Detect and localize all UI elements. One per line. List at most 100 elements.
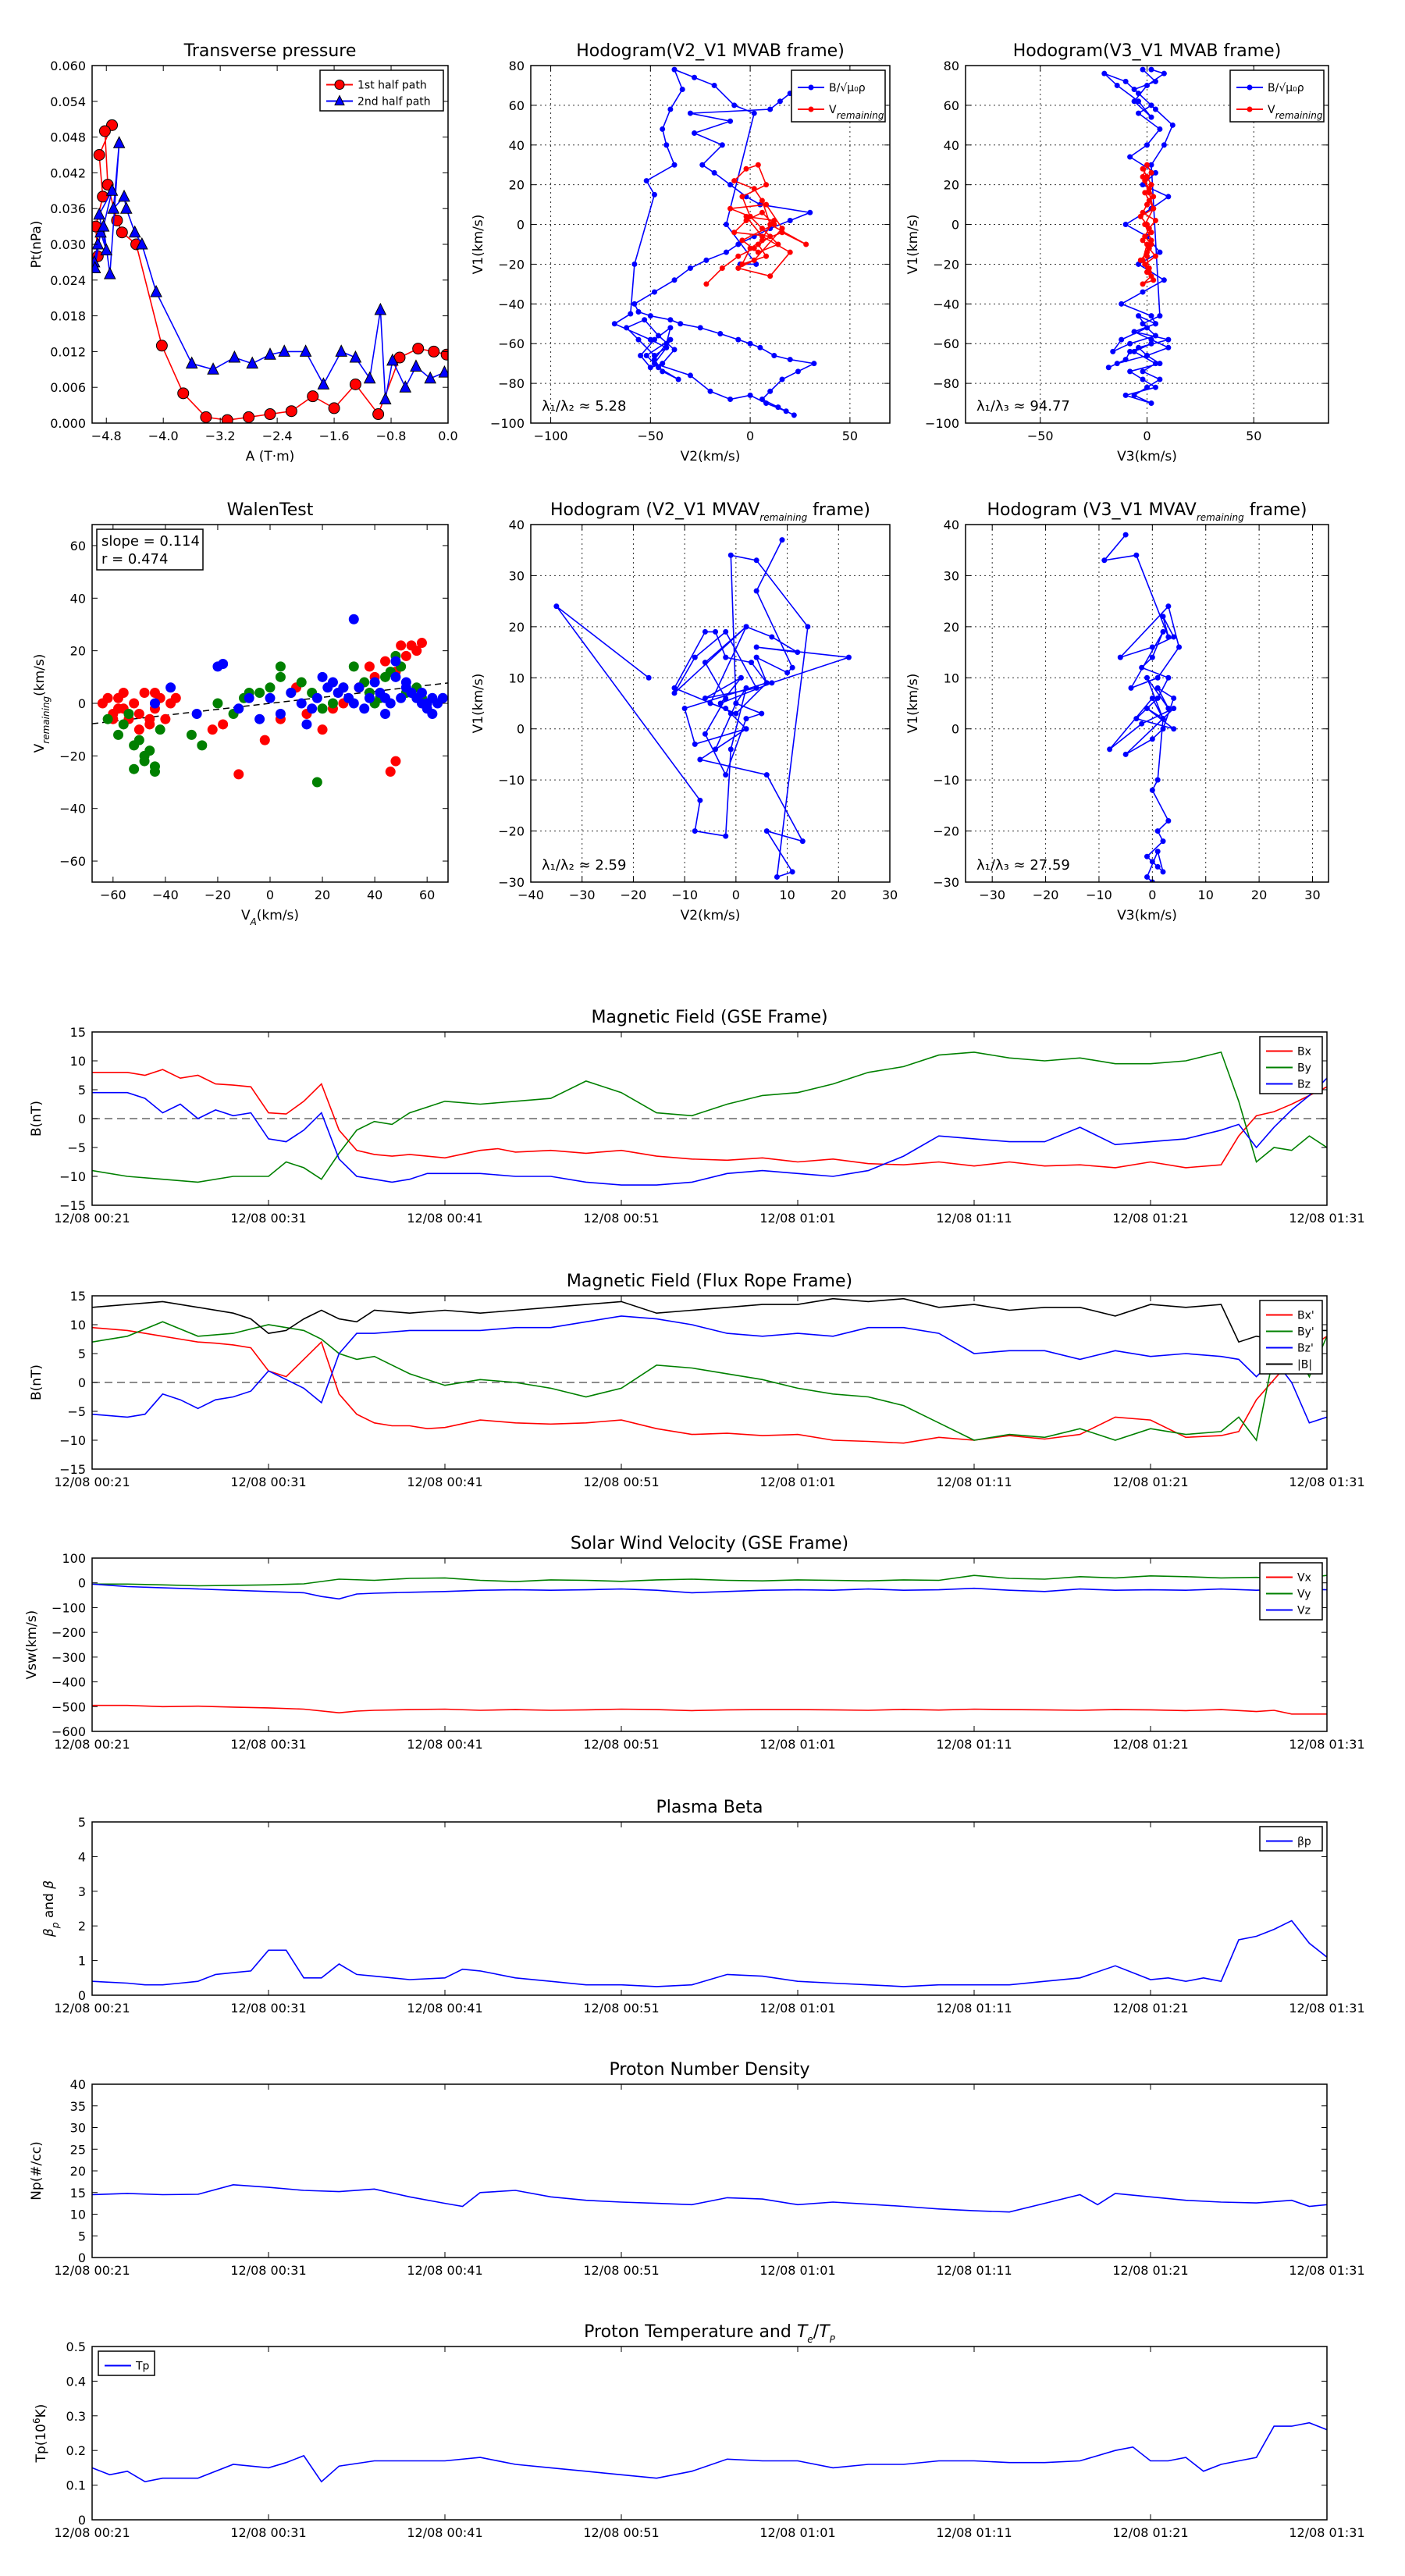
data-point (783, 408, 789, 415)
chart-title: Plasma Beta (656, 1798, 763, 1817)
data-point (1142, 190, 1148, 196)
data-point (299, 344, 312, 357)
data-point (105, 183, 119, 196)
data-point (416, 638, 427, 649)
data-point (1144, 249, 1150, 255)
y-tick-label: 1 (78, 1954, 86, 1969)
data-point (1148, 114, 1154, 120)
data-point (1101, 70, 1108, 76)
data-point (656, 333, 662, 339)
data-point (285, 405, 297, 418)
data-point (400, 650, 411, 661)
data-point (128, 225, 141, 238)
data-point (412, 343, 425, 355)
data-point (427, 708, 438, 719)
x-tick-label: −20 (205, 888, 231, 902)
series-vy (92, 1574, 1327, 1587)
data-point (767, 222, 774, 228)
data-point (723, 772, 729, 778)
x-axis-label: V3(km/s) (1117, 908, 1177, 923)
series-np (92, 2183, 1327, 2213)
data-point (727, 118, 734, 124)
data-point (335, 344, 348, 357)
y-tick-label: 80 (509, 59, 525, 73)
data-point (1157, 126, 1163, 132)
y-tick-label: 20 (509, 178, 525, 193)
y-tick-label: 60 (509, 98, 525, 113)
x-tick-label: 30 (882, 888, 898, 902)
data-point (735, 253, 742, 259)
chart-title: Proton Number Density (610, 2060, 810, 2080)
x-tick-label: 12/08 01:21 (1112, 2001, 1188, 2016)
data-point (1127, 348, 1133, 354)
data-point (1171, 706, 1177, 712)
y-tick-label: 35 (70, 2099, 86, 2114)
axes-frame (91, 1821, 1328, 1996)
data-point (307, 390, 319, 403)
data-point (727, 205, 734, 212)
legend-label: Bz (1297, 1079, 1311, 1091)
plot-area (611, 66, 817, 418)
data-point (771, 217, 777, 223)
data-point (1152, 106, 1158, 112)
data-point (149, 688, 160, 699)
y-tick-label: 5 (78, 1083, 86, 1098)
data-point (763, 182, 770, 188)
y-tick-label: 0.060 (50, 59, 86, 73)
legend-label: 2nd half path (357, 96, 431, 109)
data-point (1140, 289, 1146, 295)
y-tick-label: 0 (78, 1988, 86, 2003)
data-point (678, 321, 684, 327)
data-point (422, 698, 432, 709)
data-point (116, 226, 128, 239)
data-point (799, 838, 806, 845)
data-point (1142, 233, 1148, 240)
data-point (327, 677, 338, 688)
data-point (1149, 787, 1155, 793)
data-point (747, 392, 753, 398)
y-tick-label: 20 (944, 620, 959, 635)
y-tick-label: −20 (498, 824, 525, 839)
data-point (338, 682, 349, 693)
data-point (1144, 162, 1150, 168)
data-point (784, 670, 791, 676)
legend: Vx Vy Vz (1259, 1562, 1323, 1621)
y-axis-label: V1(km/s) (905, 215, 921, 275)
data-point (651, 289, 657, 295)
data-point (667, 336, 674, 343)
series-bz (92, 1077, 1327, 1186)
data-point (1148, 340, 1154, 347)
x-tick-label: 50 (1246, 429, 1261, 443)
x-tick-label: 12/08 01:01 (759, 2001, 835, 2016)
legend-label: Vremaining (1268, 104, 1323, 121)
data-point (1151, 194, 1157, 200)
series-vz (92, 1583, 1327, 1600)
data-point (113, 703, 124, 714)
data-point (400, 677, 411, 688)
legend-box (1229, 69, 1325, 123)
data-point (771, 352, 777, 358)
data-point (703, 257, 710, 263)
data-point (753, 644, 759, 650)
data-point (739, 237, 745, 244)
data-point (723, 628, 729, 635)
legend-label: By (1297, 1062, 1311, 1075)
data-point (265, 682, 276, 693)
data-point (92, 261, 101, 274)
data-point (1149, 644, 1155, 650)
series-1st-half-path (92, 119, 448, 423)
x-tick-label: 12/08 00:31 (230, 2263, 306, 2278)
data-point (1165, 634, 1172, 640)
data-point (646, 674, 652, 681)
data-point (643, 352, 649, 358)
data-point (1148, 336, 1154, 343)
data-point (791, 412, 797, 418)
data-point (751, 110, 757, 116)
data-point (713, 746, 719, 753)
data-point (411, 646, 422, 656)
chart-tp: −4.8 −4.0 −3.2 −2.4 −1.6 −0.8 0.0 0.000 0.006 0.0… (29, 41, 458, 464)
data-point (751, 186, 757, 192)
data-point (129, 698, 140, 709)
legend-label: Vx (1297, 1572, 1311, 1585)
data-point (755, 162, 761, 168)
